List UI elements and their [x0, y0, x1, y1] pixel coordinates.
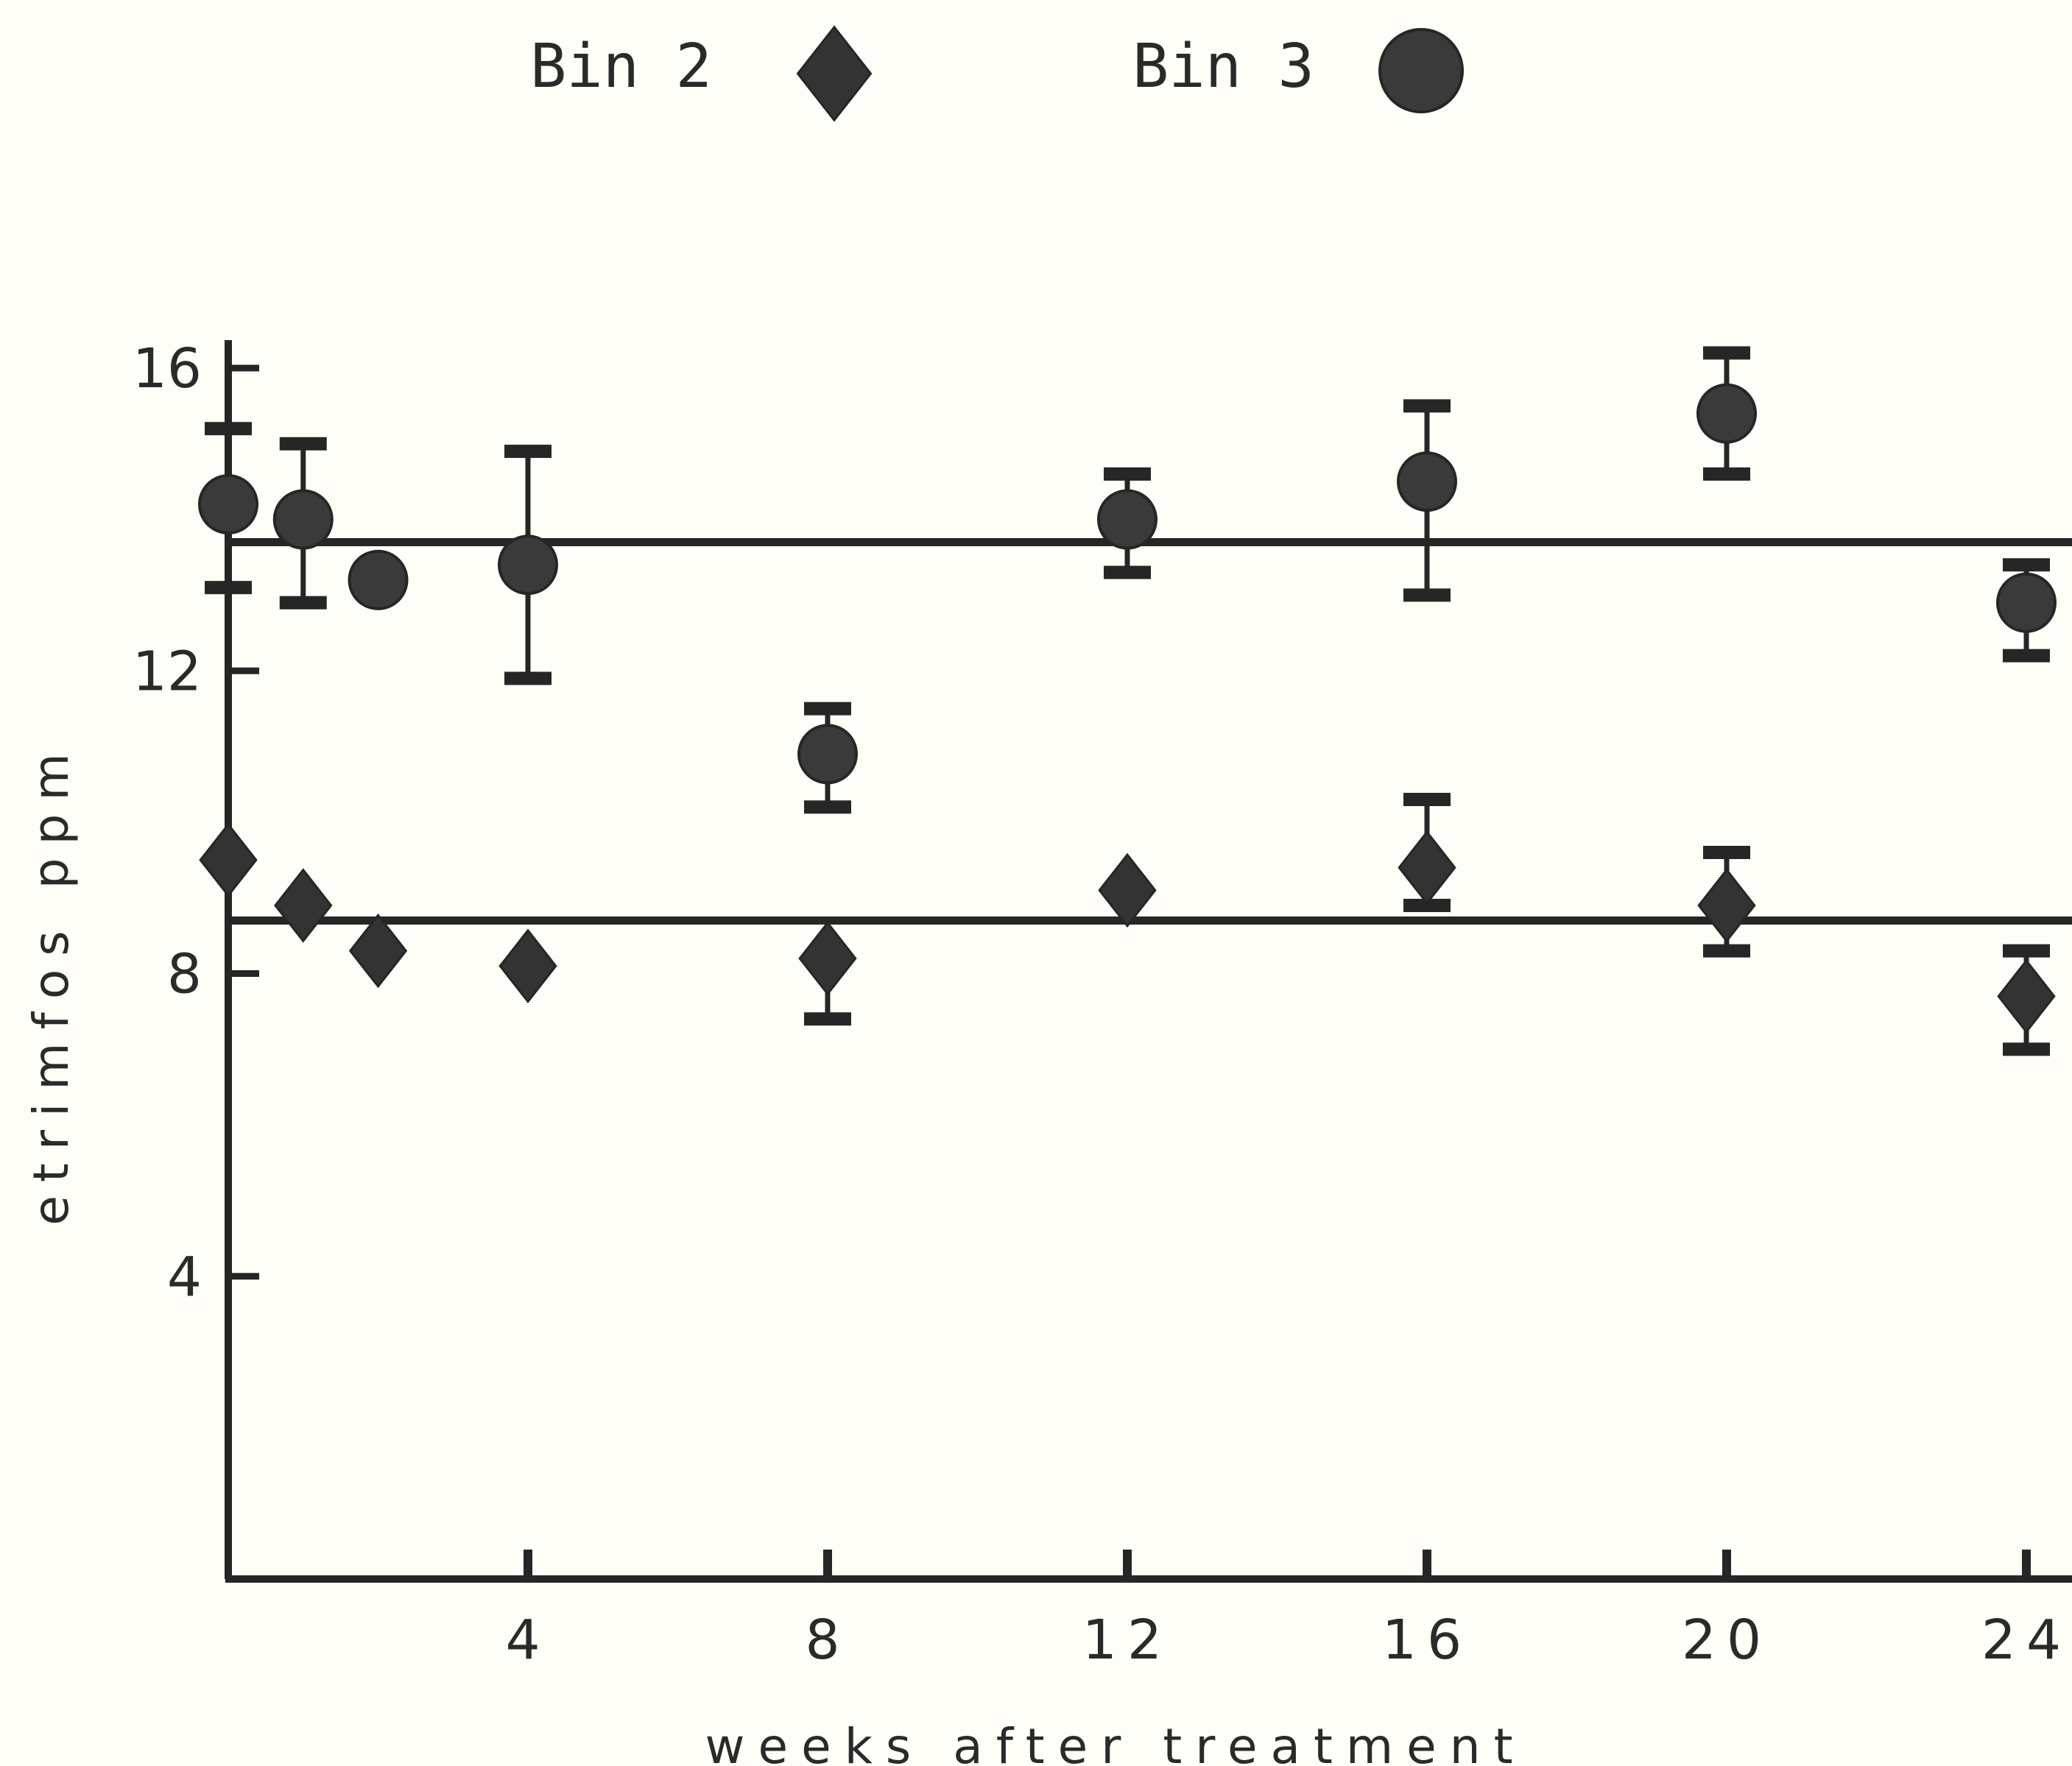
y-tick-label: 4: [167, 1246, 202, 1309]
x-tick-label: 4: [505, 1608, 550, 1672]
error-cap-high: [279, 437, 327, 451]
diamond-marker: [348, 913, 408, 989]
x-tick-label: 24: [1981, 1608, 2071, 1672]
x-tick-label: 12: [1082, 1608, 1172, 1672]
y-tick-label: 12: [133, 640, 202, 703]
error-cap-low: [804, 800, 851, 814]
diamond-marker: [1098, 852, 1157, 928]
error-cap-high: [804, 702, 851, 716]
y-tick-label: 8: [167, 943, 202, 1006]
x-tick-label: 16: [1382, 1608, 1472, 1672]
diamond-marker: [274, 868, 333, 943]
diamond-marker: [1997, 958, 2056, 1034]
diamond-marker: [498, 928, 557, 1003]
circle-marker: [498, 534, 558, 596]
error-cap-high: [504, 445, 552, 459]
error-cap-low: [1703, 944, 1750, 958]
error-cap-low: [2003, 1042, 2050, 1056]
circle-marker: [1696, 383, 1757, 444]
circle-marker: [1097, 489, 1157, 550]
error-cap-high: [2003, 558, 2050, 572]
series-bin-2: [199, 793, 2056, 1056]
error-cap-high: [205, 422, 252, 436]
x-axis-title: weeks after treatment: [705, 1718, 1526, 1766]
error-cap-low: [804, 1012, 851, 1026]
legend-label-bin-2: Bin 2: [530, 32, 712, 102]
y-tick-label: 16: [133, 337, 202, 400]
diamond-marker: [1398, 830, 1456, 905]
legend-marker-diamond: [796, 25, 873, 122]
diamond-marker: [798, 921, 857, 996]
error-cap-low: [205, 581, 252, 595]
circle-marker: [1397, 451, 1457, 512]
diamond-marker: [199, 822, 258, 898]
error-cap-high: [1703, 846, 1750, 859]
x-tick-label: 20: [1682, 1608, 1772, 1672]
x-tick-label: 8: [805, 1608, 850, 1672]
circle-marker: [272, 489, 334, 550]
data-marks: [198, 346, 2057, 1056]
axes: 4 8 12 16 4 8 12 16 20 24: [133, 337, 2072, 1672]
series-bin-3: [198, 346, 2057, 814]
error-cap-low: [1703, 467, 1750, 481]
circle-marker: [348, 549, 409, 610]
mean-lines: [228, 537, 2072, 925]
legend-label-bin-3: Bin 3: [1132, 32, 1314, 102]
error-cap-low: [1104, 565, 1151, 579]
error-cap-low: [1403, 588, 1451, 602]
error-cap-high: [2003, 944, 2050, 958]
error-cap-high: [1703, 346, 1750, 360]
diamond-marker: [1697, 868, 1756, 943]
circle-marker: [198, 474, 258, 535]
error-cap-low: [279, 596, 327, 610]
error-cap-low: [1403, 898, 1451, 912]
legend: Bin 2 Bin 3: [530, 25, 1464, 122]
error-cap-low: [2003, 649, 2050, 663]
error-cap-high: [1403, 399, 1451, 413]
legend-marker-circle: [1378, 28, 1464, 113]
error-cap-high: [1403, 793, 1451, 807]
circle-marker: [1996, 572, 2057, 633]
y-axis-title: etrimfos ppm: [23, 740, 80, 1225]
error-cap-high: [1104, 467, 1151, 481]
error-cap-low: [504, 671, 552, 685]
circle-marker: [797, 724, 858, 785]
